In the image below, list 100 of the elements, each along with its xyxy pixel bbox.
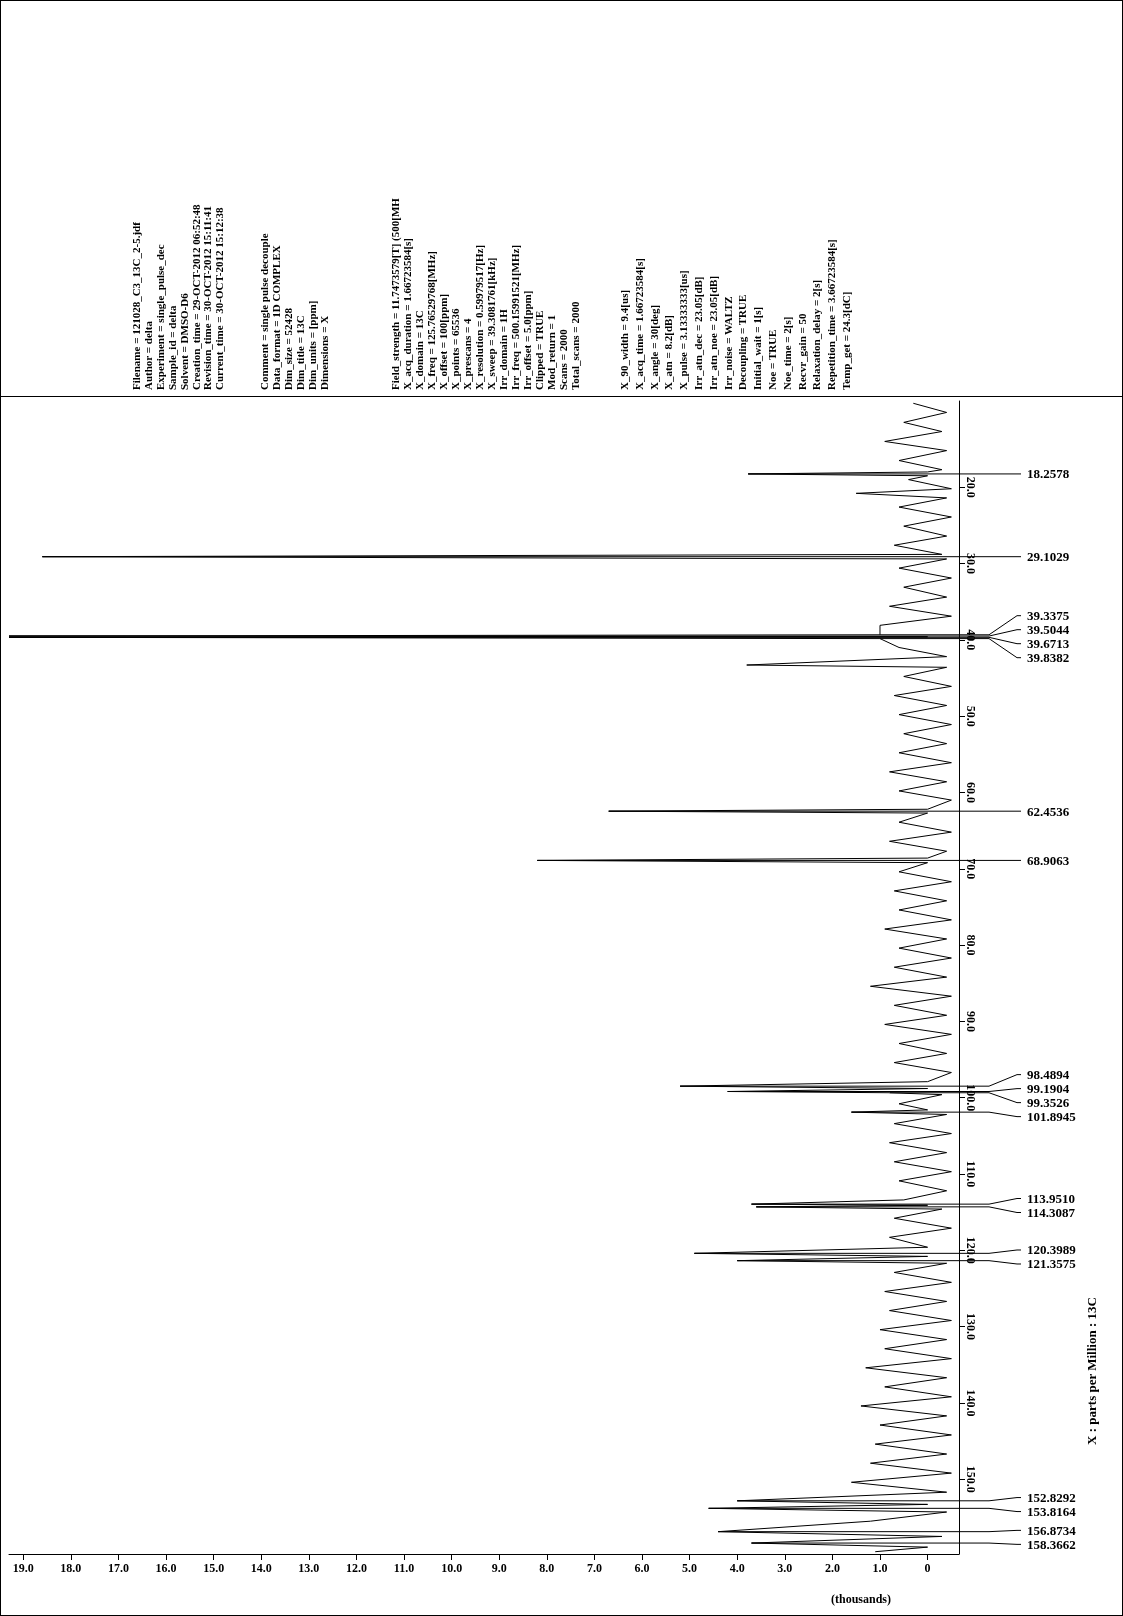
text: X_atn = 8.2[dB] bbox=[661, 313, 676, 390]
x-tick-label: 4.0 bbox=[729, 1561, 745, 1575]
annotation: 39.5044 bbox=[1027, 622, 1070, 638]
x-tick-label: 0 bbox=[924, 1561, 931, 1575]
text: Scans = 2000 bbox=[557, 328, 569, 390]
annotation: 39.6713 bbox=[1027, 636, 1070, 652]
text: Irr_atn_noe = 23.05[dB] bbox=[705, 274, 720, 390]
text: X_offset = 100[ppm] bbox=[437, 292, 449, 390]
x-tick-label: 13.0 bbox=[298, 1561, 320, 1575]
x-tick-label: 16.0 bbox=[155, 1561, 177, 1575]
x-tick-label: 1.0 bbox=[872, 1561, 888, 1575]
text: X_angle = 30[deg] bbox=[646, 303, 661, 390]
text: Field_strength = 11.7473579[T] (500[MH bbox=[389, 198, 401, 390]
text: Current_time = 30-OCT-2012 15:12:38 bbox=[213, 206, 227, 390]
y-tick-label: 120.0 bbox=[964, 1236, 978, 1264]
text: Mod_return = 1 bbox=[545, 313, 557, 390]
annotation: 29.1029 bbox=[1027, 549, 1070, 565]
x-tick-label: 3.0 bbox=[777, 1561, 793, 1575]
y-tick-label: 30.0 bbox=[964, 553, 978, 575]
text: Solvent = DMSO-D6 bbox=[177, 292, 191, 390]
text: Irr_freq = 500.15991521[MHz] bbox=[509, 243, 521, 390]
text: X_pulse = 3.13333333[us] bbox=[676, 269, 691, 390]
text: Initial_wait = 1[s] bbox=[750, 305, 765, 390]
annotation: 120.3989 bbox=[1027, 1242, 1077, 1258]
text: Irr_offset = 5.0[ppm] bbox=[521, 289, 533, 390]
y-tick-label: 110.0 bbox=[964, 1160, 978, 1188]
text: Author = delta bbox=[141, 321, 155, 390]
annotation: 152.8292 bbox=[1027, 1490, 1076, 1506]
text: X_points = 65536 bbox=[449, 307, 461, 390]
y-tick-label: 80.0 bbox=[964, 934, 978, 956]
x-tick-label: 8.0 bbox=[539, 1561, 555, 1575]
x-tick-label: 14.0 bbox=[250, 1561, 272, 1575]
annotation: 101.8945 bbox=[1027, 1109, 1077, 1125]
text: Clipped = TRUE bbox=[533, 309, 545, 390]
y-tick-label: 50.0 bbox=[964, 705, 978, 727]
y-tick-label: 20.0 bbox=[964, 476, 978, 498]
annotation: 68.9063 bbox=[1027, 852, 1070, 868]
text: X_90_width = 9.4[us] bbox=[617, 288, 631, 390]
x-tick-label: 19.0 bbox=[12, 1561, 34, 1575]
y-tick-label: 60.0 bbox=[964, 781, 978, 803]
x-tick-label: 11.0 bbox=[393, 1561, 415, 1575]
y-tick-label: 150.0 bbox=[964, 1465, 978, 1493]
text: Relaxation_delay = 2[s] bbox=[809, 278, 824, 390]
text: Total_scans = 2000 bbox=[569, 300, 581, 390]
x-tick-label: 2.0 bbox=[824, 1561, 840, 1575]
text: X_sweep = 39.3081761[kHz] bbox=[485, 256, 497, 390]
text: Dim_size = 52428 bbox=[281, 306, 295, 390]
text: Comment = single pulse decouple bbox=[258, 233, 271, 390]
text: Dimensions = X bbox=[317, 315, 331, 390]
y-tick-label: 70.0 bbox=[964, 858, 978, 880]
text: Recvr_gain = 50 bbox=[794, 312, 809, 390]
text: X_resolution = 0.59979517[Hz] bbox=[473, 243, 485, 390]
annotation: 156.8734 bbox=[1027, 1522, 1077, 1538]
text: X_domain = 13C bbox=[413, 309, 425, 390]
x-tick-label: 6.0 bbox=[634, 1561, 650, 1575]
text: Experiment = single_pulse_dec bbox=[153, 243, 167, 390]
annotation: 62.4536 bbox=[1027, 803, 1070, 819]
y-tick-label: 130.0 bbox=[964, 1313, 978, 1341]
text: Noe = TRUE bbox=[764, 328, 779, 390]
annotation: 121.3575 bbox=[1027, 1256, 1077, 1272]
text: X_acq_duration = 1.66723584[s] bbox=[401, 236, 413, 390]
text: Temp_get = 24.3[dC] bbox=[838, 290, 853, 390]
text: Irr_domain = 1H bbox=[497, 308, 509, 390]
annotation: 158.3662 bbox=[1027, 1536, 1076, 1552]
text: X_acq_time = 1.66723584[s] bbox=[631, 257, 646, 390]
text: Noe_time = 2[s] bbox=[779, 315, 794, 390]
x-tick-label: 5.0 bbox=[682, 1561, 698, 1575]
x-tick-label: 7.0 bbox=[586, 1561, 602, 1575]
text: Repetition_time = 3.66723584[s] bbox=[824, 239, 839, 390]
text: X_prescans = 4 bbox=[461, 317, 473, 390]
text: Irr_atn_dec = 23.05[dB] bbox=[691, 275, 705, 390]
annotation: 99.3526 bbox=[1027, 1095, 1070, 1111]
x-tick-label: 10.0 bbox=[441, 1561, 463, 1575]
text: X_freq = 125.76529768[MHz] bbox=[425, 250, 437, 390]
x-tick-label: 12.0 bbox=[345, 1561, 367, 1575]
text: Dim_units = [ppm] bbox=[305, 299, 319, 390]
y-axis-title: X : parts per Million : 13C bbox=[1083, 1297, 1099, 1445]
text: Data_format = 1D COMPLEX bbox=[269, 245, 283, 390]
annotation: 98.4894 bbox=[1027, 1067, 1070, 1083]
x-axis-title: (thousands) bbox=[830, 1592, 892, 1606]
x-tick-label: 17.0 bbox=[107, 1561, 129, 1575]
text: Filename = 121028_C3_13C_2-5.jdf bbox=[130, 221, 143, 390]
annotation: 39.3375 bbox=[1027, 608, 1070, 624]
text: Sample_id = delta bbox=[165, 305, 179, 390]
text: Creation_time = 29-OCT-2012 06:52:48 bbox=[189, 204, 203, 390]
text: Irr_noise = WALTZ bbox=[720, 295, 735, 390]
annotation: 99.1904 bbox=[1027, 1081, 1070, 1097]
y-tick-label: 140.0 bbox=[964, 1389, 978, 1417]
y-tick-label: 90.0 bbox=[964, 1010, 978, 1032]
x-tick-label: 15.0 bbox=[203, 1561, 225, 1575]
x-tick-label: 18.0 bbox=[60, 1561, 82, 1575]
text: Dim_title = 13C bbox=[293, 314, 307, 390]
annotation: 39.8382 bbox=[1027, 650, 1070, 666]
annotation: 114.3087 bbox=[1027, 1205, 1076, 1220]
annotation: 113.9510 bbox=[1027, 1191, 1076, 1206]
x-tick-label: 9.0 bbox=[491, 1561, 507, 1575]
text: Decoupling = TRUE bbox=[735, 293, 750, 390]
annotation: 153.8164 bbox=[1027, 1504, 1077, 1520]
text: Revision_time = 30-OCT-2012 15:11:41 bbox=[201, 205, 215, 390]
annotation: 18.2578 bbox=[1027, 466, 1070, 482]
